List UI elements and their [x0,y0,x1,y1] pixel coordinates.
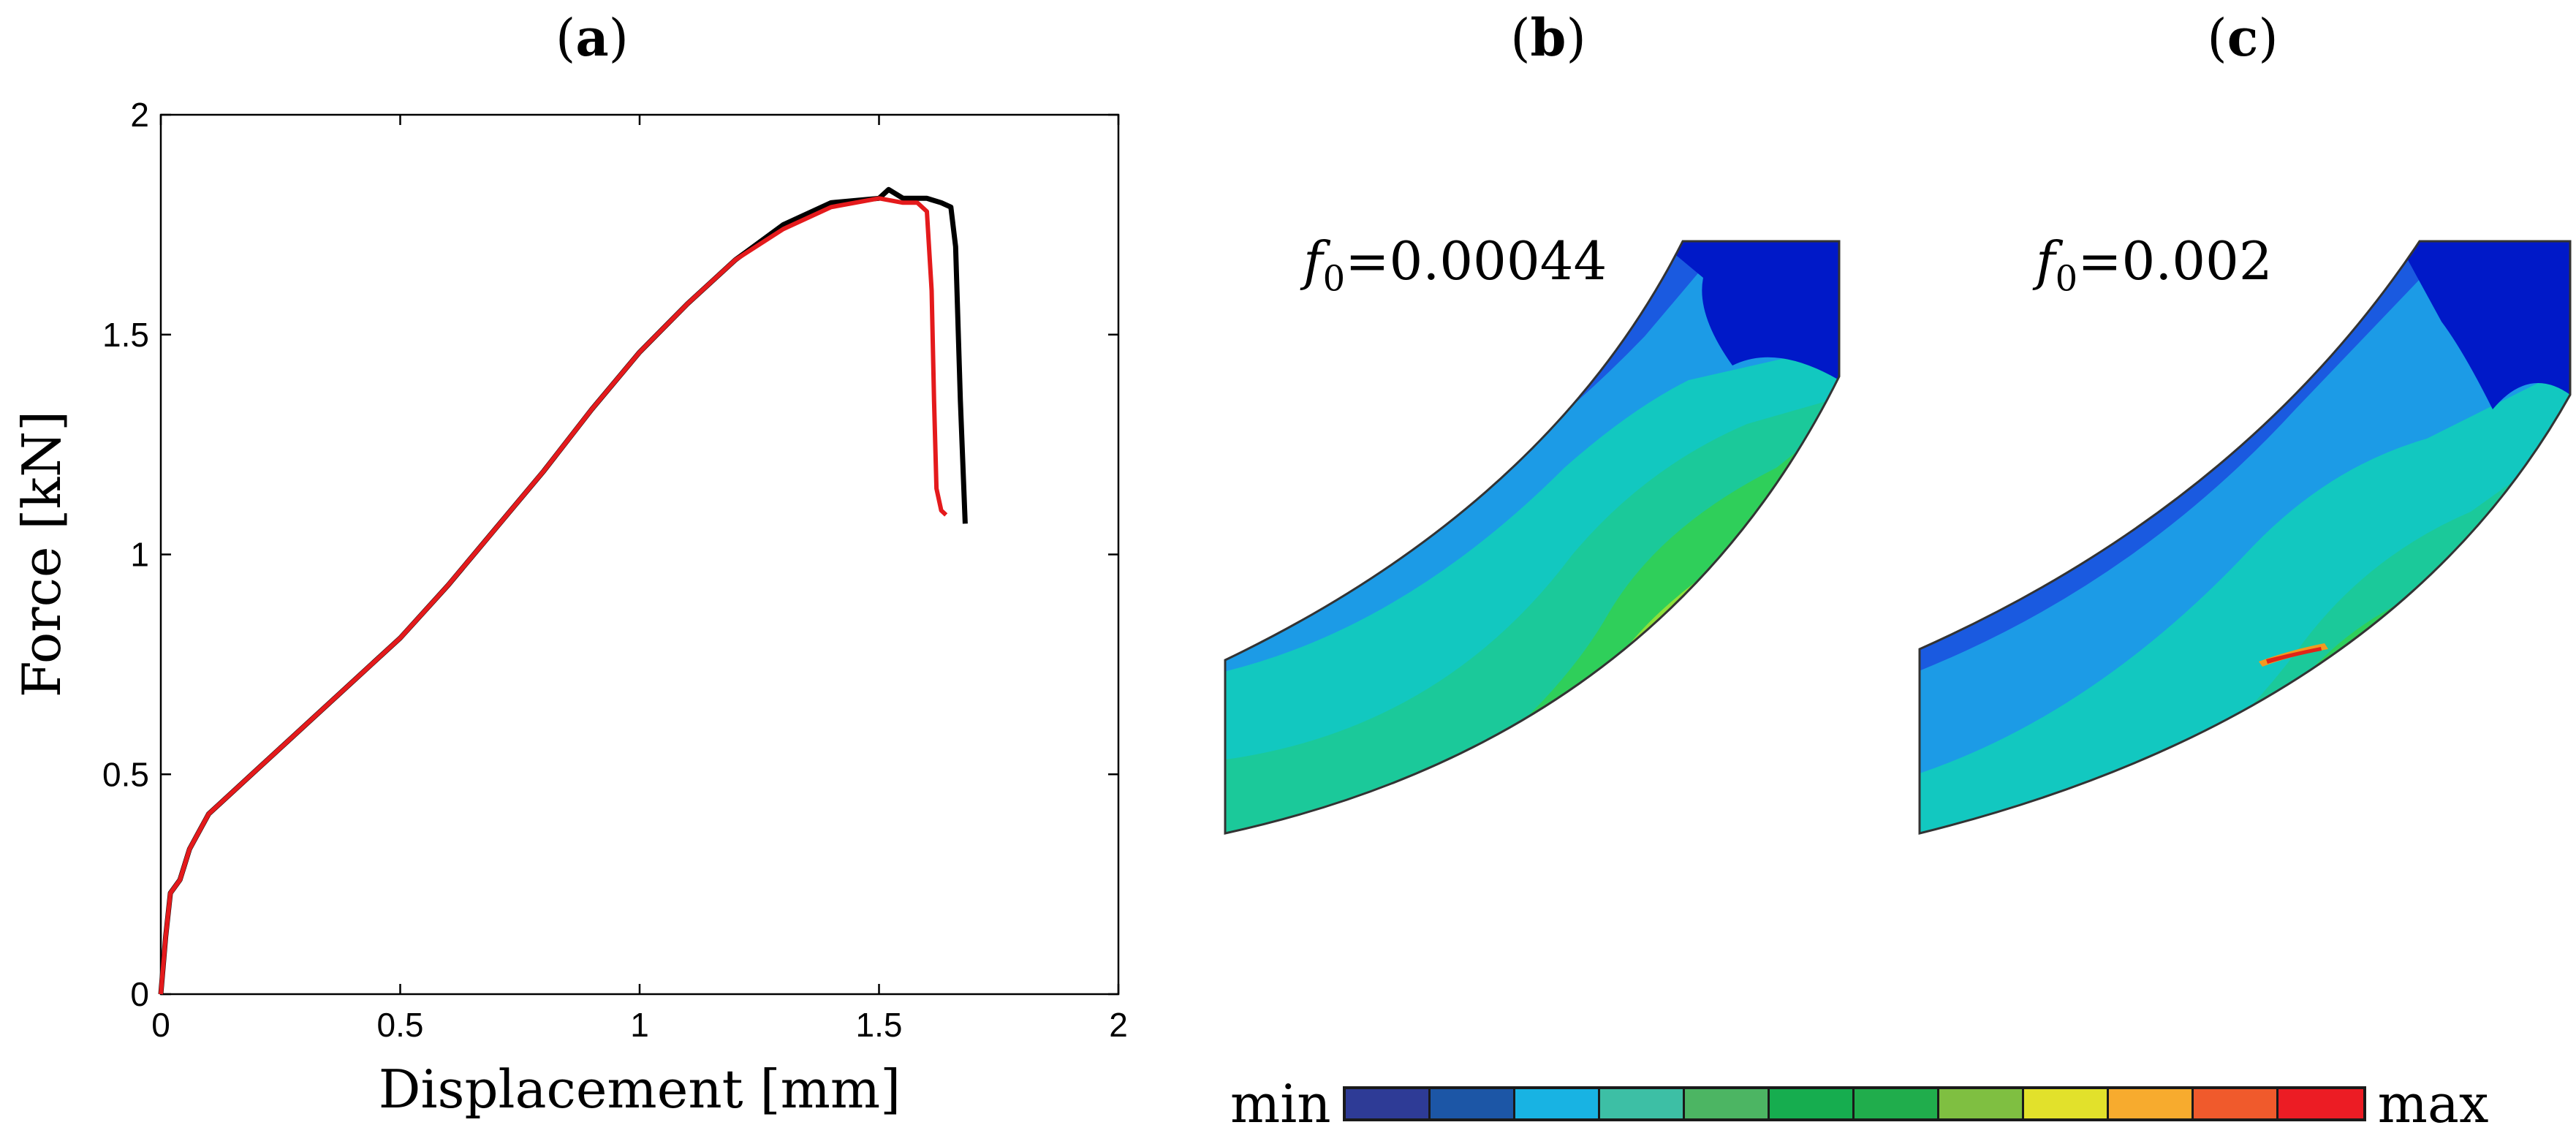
colorbar-cell [2108,1089,2194,1118]
f0-label-b: f0=0.00044 [1303,230,1607,299]
y-tick-label: 1 [130,536,149,574]
f0-subscript: 0 [2055,258,2078,300]
colorbar-cell [1769,1089,1855,1118]
y-tick-label: 0.5 [102,755,149,793]
contour-band-dark-blue [1659,241,1839,380]
y-tick-label: 2 [130,96,149,134]
x-tick-label: 0 [151,1006,170,1044]
series-line-1 [158,186,968,995]
panel-label-b: (b) [1475,7,1621,68]
contour-band-red [2266,647,2322,664]
panel-label-a: (a) [519,7,665,68]
series-lines [158,186,968,995]
specimen-outline [1918,240,2572,835]
colorbar-cell [1854,1089,1939,1118]
colorbar-cell [1939,1089,2024,1118]
y-axis-label: Force [kN] [11,411,72,697]
colorbar: min max [1230,1064,2488,1144]
panel-c-close: ) [2258,8,2278,68]
f0-value: =0.002 [2077,230,2273,292]
panel-a-letter: a [575,7,609,68]
colorbar-cell [2193,1089,2278,1118]
specimen-outline [1224,240,1841,835]
f0-symbol: f [2036,230,2056,292]
colorbar-cell [1684,1089,1770,1118]
panel-a-close: ) [608,8,629,68]
y-tick-label: 1.5 [102,316,149,354]
x-tick-label: 1.5 [856,1006,903,1044]
colorbar-max-label: max [2377,1073,2489,1134]
panel-c-open: ( [2207,8,2227,68]
contour-band-dark-blue [2398,241,2570,409]
panel-a-open: ( [556,8,576,68]
colorbar-cell [1599,1089,1685,1118]
panel-b-letter: b [1530,7,1567,68]
colorbar-scale [1342,1086,2366,1121]
y-tick-label: 0 [130,975,149,1013]
panel-b-open: ( [1510,8,1531,68]
x-tick-label: 1 [630,1006,649,1044]
panel-c-letter: c [2227,7,2259,68]
colorbar-cell [1515,1089,1600,1118]
plot-frame [159,113,1120,996]
f0-symbol: f [1303,230,1323,292]
series-line-2 [159,196,948,995]
colorbar-cell [2023,1089,2109,1118]
fe-contour-b [1224,240,1841,835]
colorbar-cell [2278,1089,2363,1118]
colorbar-min-label: min [1230,1073,1331,1134]
x-tick-label: 2 [1109,1006,1128,1044]
fe-contour-c [1918,240,2572,835]
x-axis-label: Displacement [mm] [379,1058,901,1120]
axis-ticks: 0 0.5 1 1.5 2 0 0.5 1 1.5 2 [102,96,1128,1044]
colorbar-cell [1345,1089,1431,1118]
panel-label-c: (c) [2170,7,2316,68]
force-displacement-chart: 0 0.5 1 1.5 2 0 0.5 1 1.5 2 Displacement [mm] For… [11,96,1128,1120]
f0-subscript: 0 [1322,258,1346,300]
x-tick-label: 0.5 [377,1006,424,1044]
colorbar-cell [1430,1089,1515,1118]
f0-label-c: f0=0.002 [2036,230,2273,299]
panel-b-close: ) [1566,8,1586,68]
f0-value: =0.00044 [1345,230,1607,292]
